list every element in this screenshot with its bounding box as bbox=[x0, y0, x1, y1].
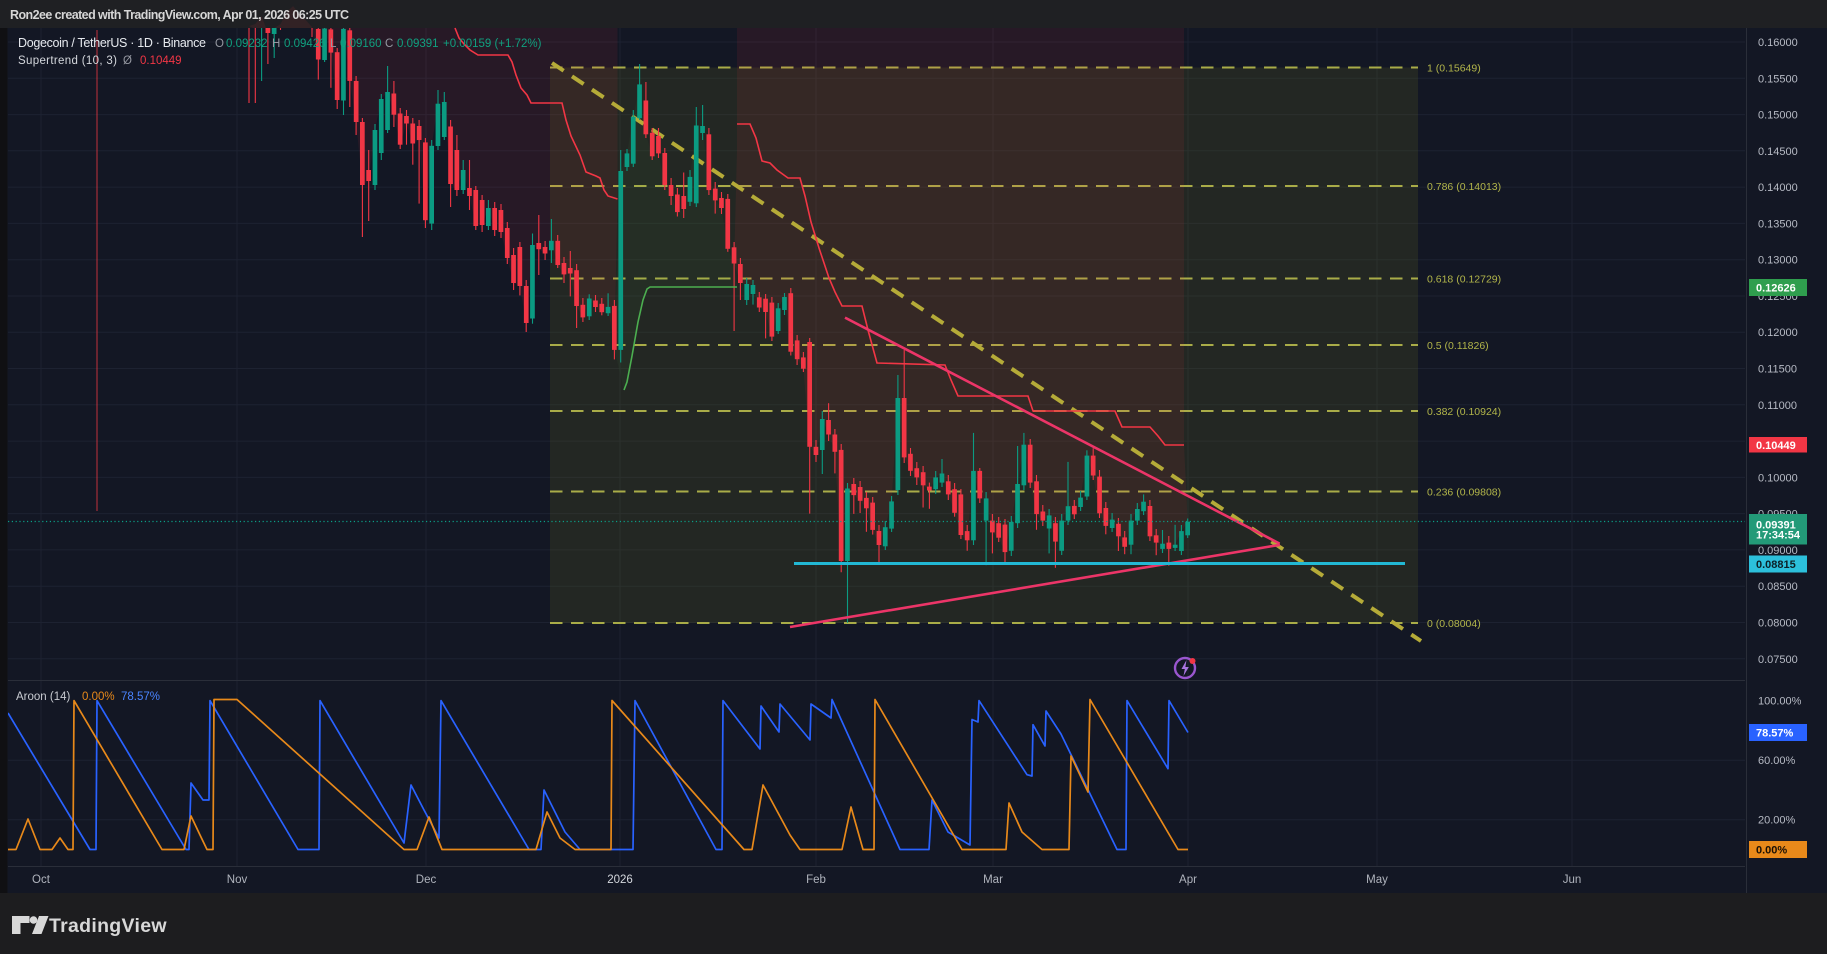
svg-text:Supertrend (10, 3): Supertrend (10, 3) bbox=[18, 55, 117, 67]
svg-text:Dogecoin / TetherUS · 1D · Bin: Dogecoin / TetherUS · 1D · Binance bbox=[18, 36, 206, 50]
svg-text:TradingView: TradingView bbox=[49, 915, 167, 937]
svg-text:Ron2ee created with TradingVie: Ron2ee created with TradingView.com, Apr… bbox=[10, 8, 349, 22]
svg-text:Ø: Ø bbox=[123, 55, 132, 67]
svg-text:0.13000: 0.13000 bbox=[1758, 255, 1798, 267]
svg-text:78.57%: 78.57% bbox=[121, 691, 160, 703]
svg-text:0.14500: 0.14500 bbox=[1758, 146, 1798, 158]
svg-text:0.09391: 0.09391 bbox=[1756, 519, 1796, 531]
svg-text:0.13500: 0.13500 bbox=[1758, 218, 1798, 230]
svg-text:0.10449: 0.10449 bbox=[1756, 440, 1796, 452]
svg-text:0.15000: 0.15000 bbox=[1758, 110, 1798, 122]
svg-text:Aroon (14): Aroon (14) bbox=[16, 691, 71, 703]
svg-text:0.14000: 0.14000 bbox=[1758, 182, 1798, 194]
svg-text:0.15500: 0.15500 bbox=[1758, 73, 1798, 85]
svg-text:0.08000: 0.08000 bbox=[1758, 618, 1798, 630]
svg-text:0.16000: 0.16000 bbox=[1758, 37, 1798, 49]
svg-text:100.00%: 100.00% bbox=[1758, 696, 1802, 708]
svg-text:0.10000: 0.10000 bbox=[1758, 472, 1798, 484]
svg-text:60.00%: 60.00% bbox=[1758, 755, 1796, 767]
svg-text:0.12626: 0.12626 bbox=[1756, 283, 1796, 295]
svg-text:0.236 (0.09808): 0.236 (0.09808) bbox=[1427, 487, 1501, 499]
svg-text:1 (0.15649): 1 (0.15649) bbox=[1427, 63, 1481, 75]
svg-text:0.618 (0.12729): 0.618 (0.12729) bbox=[1427, 274, 1501, 286]
svg-text:Apr: Apr bbox=[1179, 874, 1197, 886]
svg-text:2026: 2026 bbox=[607, 874, 633, 886]
svg-text:0.08500: 0.08500 bbox=[1758, 581, 1798, 593]
svg-text:0.382 (0.10924): 0.382 (0.10924) bbox=[1427, 406, 1501, 418]
svg-text:May: May bbox=[1366, 874, 1388, 886]
svg-text:0.07500: 0.07500 bbox=[1758, 654, 1798, 666]
svg-text:20.00%: 20.00% bbox=[1758, 815, 1796, 827]
svg-text:0.11500: 0.11500 bbox=[1758, 364, 1797, 376]
svg-text:0.11000: 0.11000 bbox=[1758, 400, 1797, 412]
svg-text:Mar: Mar bbox=[983, 874, 1003, 886]
svg-text:17:34:54: 17:34:54 bbox=[1756, 530, 1801, 542]
svg-text:Jun: Jun bbox=[1563, 874, 1582, 886]
svg-text:0.09000: 0.09000 bbox=[1758, 545, 1798, 557]
svg-text:0.00%: 0.00% bbox=[1756, 845, 1787, 857]
svg-text:0.10449: 0.10449 bbox=[140, 55, 182, 67]
svg-text:0.08815: 0.08815 bbox=[1756, 559, 1796, 571]
svg-text:78.57%: 78.57% bbox=[1756, 728, 1794, 740]
svg-text:0.12000: 0.12000 bbox=[1758, 327, 1798, 339]
svg-text:Oct: Oct bbox=[32, 874, 51, 886]
svg-text:0.5 (0.11826): 0.5 (0.11826) bbox=[1427, 340, 1489, 352]
svg-text:0 (0.08004): 0 (0.08004) bbox=[1427, 618, 1481, 630]
svg-text:0.786 (0.14013): 0.786 (0.14013) bbox=[1427, 181, 1501, 193]
svg-text:Dec: Dec bbox=[416, 874, 437, 886]
svg-text:0.00%: 0.00% bbox=[82, 691, 115, 703]
svg-text:Feb: Feb bbox=[806, 874, 826, 886]
svg-text:Nov: Nov bbox=[227, 874, 248, 886]
